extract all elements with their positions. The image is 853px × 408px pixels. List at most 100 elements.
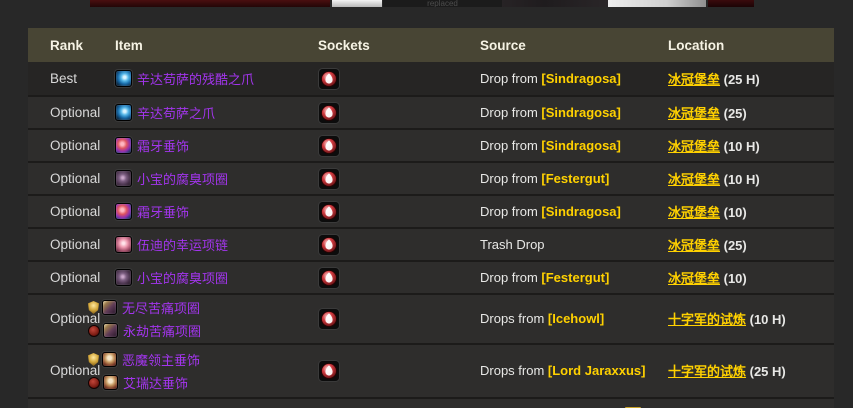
item-link[interactable]: 辛达苟萨之爪 [137, 106, 216, 121]
item-line: 霜牙垂饰 [115, 201, 318, 223]
source-text: Drop from [480, 104, 542, 120]
location-difficulty: (10) [720, 270, 747, 286]
source-npc-link[interactable]: [Lord Jaraxxus] [547, 363, 646, 378]
location-link[interactable]: 冰冠堡垒 [668, 270, 721, 286]
horde-icon [88, 324, 100, 337]
item-line: 辛达苟萨的残酷之爪 [115, 68, 318, 90]
item-cell: 伍迪的幸运项链 [88, 234, 318, 256]
location-link[interactable]: 冰冠堡垒 [668, 204, 721, 220]
item-link[interactable]: 无尽苦痛项圈 [122, 301, 201, 316]
item-icon[interactable] [102, 300, 117, 315]
item-link[interactable]: 霜牙垂饰 [137, 205, 190, 220]
source-cell: Trash Drop [480, 236, 668, 254]
location-link[interactable]: 十字军的试炼 [668, 312, 747, 327]
clipped-textured-panel [502, 0, 608, 7]
source-npc-link[interactable]: [Sindragosa] [541, 203, 621, 219]
item-icon[interactable] [115, 137, 132, 154]
location-link[interactable]: 冰冠堡垒 [668, 71, 721, 87]
item-icon[interactable] [115, 269, 132, 286]
sockets-cell [318, 101, 480, 124]
item-cell: 小宝的腐臭项圈 [88, 267, 318, 289]
source-text: Drop from [480, 70, 542, 86]
source-npc-link[interactable]: [Festergut] [541, 170, 610, 186]
location-cell: 冰冠堡垒 (25) [668, 103, 834, 123]
location-difficulty: (10 H) [720, 138, 760, 154]
location-cell: 冰冠堡垒 (25 H) [668, 69, 834, 89]
item-line: 艾瑞达垂饰 [88, 371, 318, 394]
rank-cell: Optional [28, 137, 100, 155]
alliance-icon [88, 353, 99, 366]
location-link[interactable]: 冰冠堡垒 [668, 138, 721, 154]
red-socket-icon[interactable] [318, 101, 340, 124]
source-text: Drop from [480, 203, 542, 219]
col-header-item: Item [115, 37, 143, 53]
red-socket-icon[interactable] [318, 67, 340, 90]
location-link[interactable]: 冰冠堡垒 [668, 105, 721, 121]
col-header-source: Source [480, 37, 526, 53]
item-icon[interactable] [115, 104, 132, 121]
item-icon[interactable] [103, 323, 118, 338]
source-cell: Drops from [Lord Jaraxxus] [480, 362, 668, 380]
source-npc-link[interactable]: [Sindragosa] [541, 137, 621, 153]
source-text: Trash Drop [480, 236, 545, 252]
item-link[interactable]: 小宝的腐臭项圈 [137, 271, 229, 286]
table-row: Optional 小宝的腐臭项圈 Drop from [Festergut] 冰冠堡… [28, 161, 834, 194]
item-icon[interactable] [103, 375, 118, 390]
source-npc-link[interactable]: [Icehowl] [547, 311, 605, 326]
item-link[interactable]: 霜牙垂饰 [137, 139, 190, 154]
rank-label: Optional [50, 203, 101, 219]
item-icon[interactable] [115, 203, 132, 220]
source-npc-link[interactable]: [Sindragosa] [541, 104, 621, 120]
rank-label: Optional [50, 137, 101, 153]
table-row: Optional 霜牙垂饰 Drop from [Sindragosa] 冰冠堡垒 … [28, 194, 834, 227]
clipped-dark-red-bar-left [90, 0, 330, 7]
clipped-top-strip: replaced [0, 0, 853, 8]
sockets-cell [318, 200, 480, 223]
source-text: Drops from [480, 363, 548, 378]
item-link[interactable]: 辛达苟萨的残酷之爪 [137, 72, 255, 87]
table-row: Optional 伍迪的幸运项链 Trash Drop 冰冠堡垒 (25) [28, 227, 834, 260]
red-socket-icon[interactable] [318, 233, 340, 256]
horde-icon [88, 376, 100, 389]
rank-label: Optional [50, 170, 101, 186]
rank-cell: Optional [28, 104, 100, 122]
red-socket-icon[interactable] [318, 308, 340, 330]
location-difficulty: (25) [720, 105, 747, 121]
location-link[interactable]: 十字军的试炼 [668, 364, 747, 379]
red-socket-icon[interactable] [318, 200, 340, 223]
location-link[interactable]: 冰冠堡垒 [668, 171, 721, 187]
rank-label: Optional [50, 104, 101, 120]
item-cell: 恶魔领主垂饰 艾瑞达垂饰 [88, 348, 318, 394]
sockets-cell [318, 360, 480, 382]
location-cell: 冰冠堡垒 (10 H) [668, 169, 834, 189]
source-npc-link[interactable]: [Sindragosa] [541, 70, 621, 86]
rank-label: Optional [50, 363, 101, 378]
item-link[interactable]: 艾瑞达垂饰 [123, 376, 189, 391]
item-line: 霜牙垂饰 [115, 135, 318, 157]
item-link[interactable]: 恶魔领主垂饰 [122, 353, 201, 368]
item-icon[interactable] [115, 170, 132, 187]
red-socket-icon[interactable] [318, 360, 340, 382]
source-cell: Drops from [Icehowl] [480, 310, 668, 328]
partial-next-row [28, 397, 834, 408]
item-link[interactable]: 伍迪的幸运项链 [137, 238, 229, 253]
item-link[interactable]: 小宝的腐臭项圈 [137, 172, 229, 187]
rank-cell: Optional [28, 362, 100, 380]
item-icon[interactable] [115, 70, 132, 87]
red-socket-icon[interactable] [318, 167, 340, 190]
item-icon[interactable] [102, 352, 117, 367]
item-icon[interactable] [115, 236, 132, 253]
sockets-cell [318, 266, 480, 289]
location-difficulty: (10) [720, 204, 747, 220]
red-socket-icon[interactable] [318, 134, 340, 157]
location-difficulty: (25 H) [720, 71, 760, 87]
red-socket-icon[interactable] [318, 266, 340, 289]
location-link[interactable]: 冰冠堡垒 [668, 237, 721, 253]
source-npc-link[interactable]: [Festergut] [541, 269, 610, 285]
item-link[interactable]: 永劫苦痛项圈 [123, 324, 202, 339]
item-line: 无尽苦痛项圈 [88, 296, 318, 319]
location-difficulty: (10 H) [720, 171, 760, 187]
source-cell: Drop from [Sindragosa] [480, 104, 668, 122]
item-cell: 霜牙垂饰 [88, 135, 318, 157]
